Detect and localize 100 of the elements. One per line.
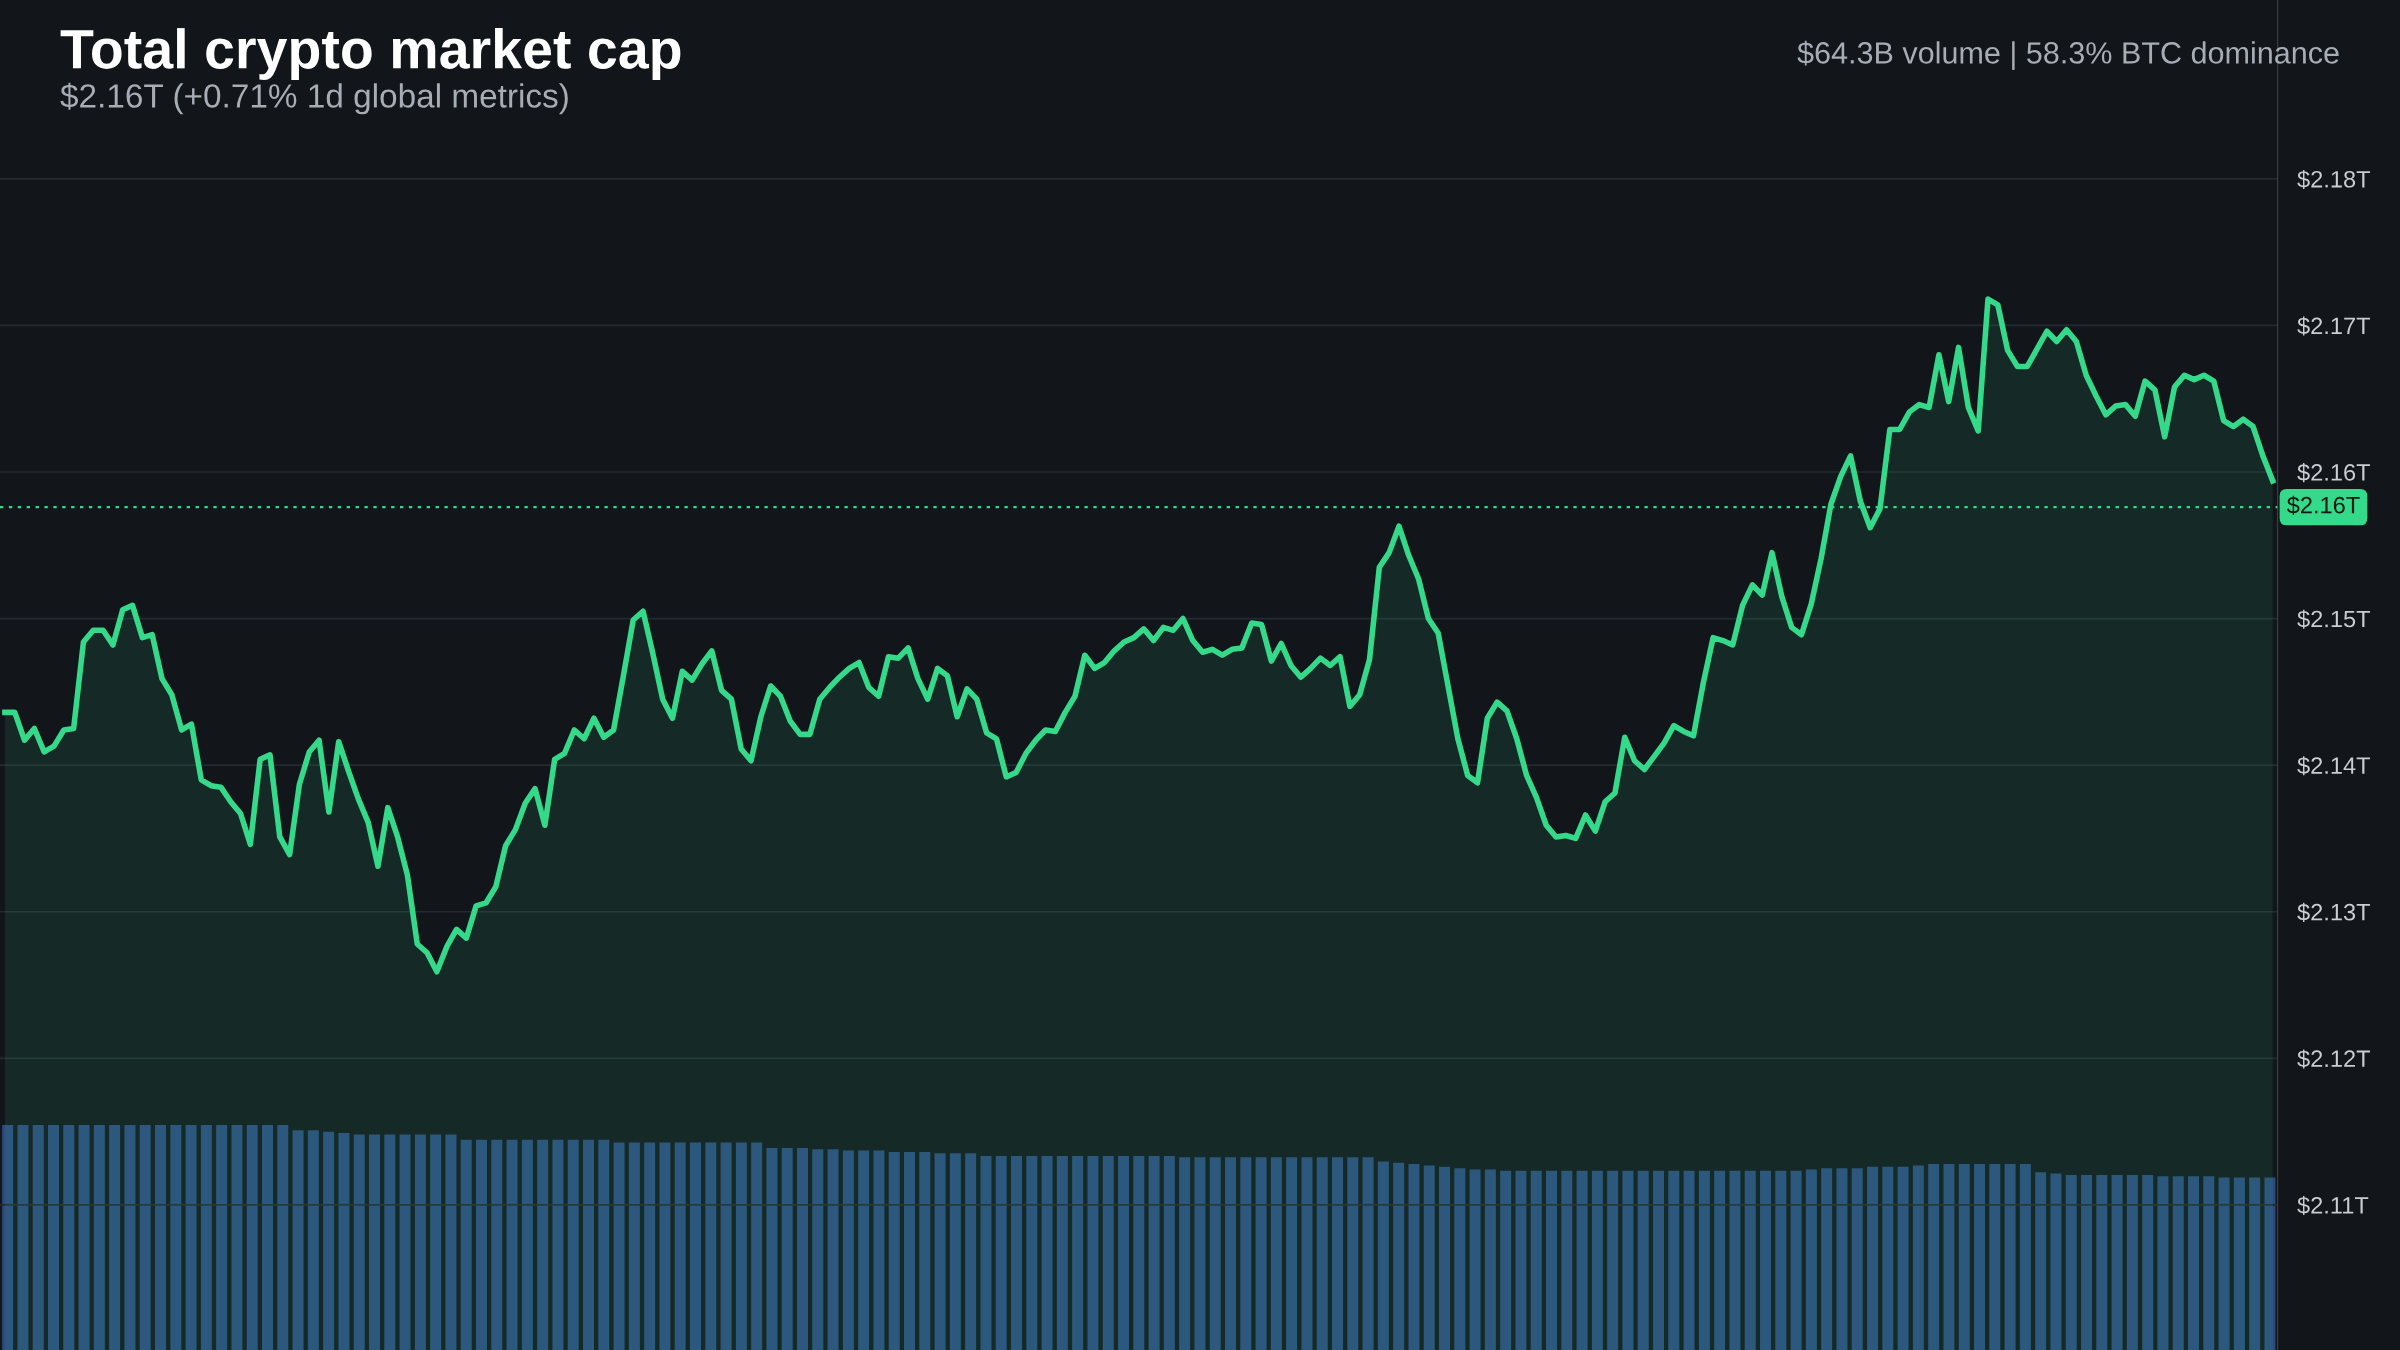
y-tick-label: $2.13T: [2297, 902, 2371, 922]
bar: [384, 1134, 396, 1350]
bar: [1515, 1170, 1527, 1350]
bar: [430, 1134, 442, 1350]
bar: [277, 1124, 289, 1350]
bar: [2004, 1164, 2016, 1350]
bar: [1133, 1156, 1145, 1350]
bar: [1958, 1164, 1970, 1350]
bar: [1882, 1166, 1894, 1350]
bar: [1072, 1156, 1084, 1350]
bar: [1607, 1170, 1619, 1350]
bar: [751, 1142, 763, 1350]
bar: [720, 1142, 732, 1350]
bar: [1347, 1157, 1359, 1350]
bar: [1744, 1170, 1756, 1350]
bar: [399, 1134, 411, 1350]
bar: [1255, 1157, 1267, 1350]
bar: [2081, 1174, 2093, 1350]
bar: [292, 1130, 304, 1350]
bar: [949, 1153, 961, 1350]
bar: [1377, 1161, 1389, 1350]
bar: [1637, 1170, 1649, 1350]
bar: [2050, 1173, 2062, 1350]
bar: [980, 1156, 992, 1350]
bar: [2203, 1176, 2215, 1350]
bar: [1011, 1156, 1023, 1350]
annotation: $64.3B volume | 58.3% BTC dominance: [1797, 40, 2339, 70]
bar: [353, 1134, 365, 1350]
bar: [797, 1147, 809, 1350]
bar: [2188, 1176, 2200, 1350]
y-tick-label: $2.18T: [2297, 169, 2371, 190]
bar: [185, 1124, 197, 1350]
bar: [262, 1124, 274, 1350]
bar: [919, 1151, 931, 1350]
bar: [1423, 1165, 1435, 1350]
bar: [1912, 1165, 1924, 1350]
bar: [705, 1142, 717, 1350]
bar: [628, 1142, 640, 1350]
bar: [1928, 1164, 1940, 1350]
bar: [1041, 1156, 1053, 1350]
bar: [1698, 1170, 1710, 1350]
bar: [888, 1151, 900, 1350]
bar: [598, 1139, 610, 1350]
bar: [1209, 1157, 1221, 1350]
bar: [1576, 1170, 1588, 1350]
bar: [1225, 1157, 1237, 1350]
bar: [1118, 1156, 1130, 1350]
bar: [93, 1124, 105, 1350]
bar: [567, 1139, 579, 1350]
bar: [2157, 1176, 2169, 1350]
bar: [674, 1142, 686, 1350]
bar: [2264, 1177, 2276, 1350]
bar: [766, 1147, 778, 1350]
bar: [1454, 1168, 1466, 1350]
y-tick-label: $2.16T: [2297, 463, 2371, 483]
bar: [965, 1153, 977, 1350]
bar: [1851, 1168, 1863, 1350]
bar: [858, 1150, 870, 1350]
bar: [1561, 1170, 1573, 1350]
bar: [17, 1124, 29, 1350]
bar: [1102, 1156, 1114, 1350]
bar: [690, 1142, 702, 1350]
bar: [323, 1131, 335, 1350]
bar: [1316, 1157, 1328, 1350]
y-tick-label: $2.11T: [2297, 1195, 2369, 1216]
bar: [369, 1134, 381, 1350]
bar: [155, 1124, 166, 1350]
bar: [1729, 1170, 1741, 1350]
bar: [1805, 1169, 1817, 1350]
bar: [1056, 1156, 1068, 1350]
bar: [934, 1153, 946, 1350]
bar: [2019, 1164, 2031, 1350]
bar: [139, 1124, 151, 1350]
bar: [78, 1124, 90, 1350]
bar: [338, 1133, 350, 1350]
bar: [506, 1139, 518, 1350]
text: $2.16T (+0.71% 1d global metrics): [60, 82, 568, 115]
chart-title: Total crypto market cap: [60, 28, 681, 80]
bar: [246, 1124, 258, 1350]
bar: [48, 1124, 59, 1350]
bar: [445, 1134, 457, 1350]
bar: [1867, 1166, 1879, 1350]
bar: [2111, 1174, 2123, 1350]
bar: [827, 1149, 839, 1350]
bar: [2249, 1177, 2261, 1350]
bar: [644, 1142, 656, 1350]
bar: [613, 1142, 625, 1350]
bar: [659, 1142, 671, 1350]
bar: [1943, 1164, 1955, 1350]
bar: [1469, 1169, 1481, 1350]
bar: [781, 1147, 793, 1350]
bar: [124, 1124, 136, 1350]
bar: [32, 1124, 44, 1350]
bar: [1240, 1157, 1252, 1350]
bar: [1683, 1170, 1695, 1350]
bar: [1362, 1157, 1374, 1350]
bar: [2142, 1174, 2154, 1350]
bar: [1484, 1169, 1496, 1350]
bar: [2233, 1177, 2245, 1350]
bar: [1194, 1157, 1206, 1350]
